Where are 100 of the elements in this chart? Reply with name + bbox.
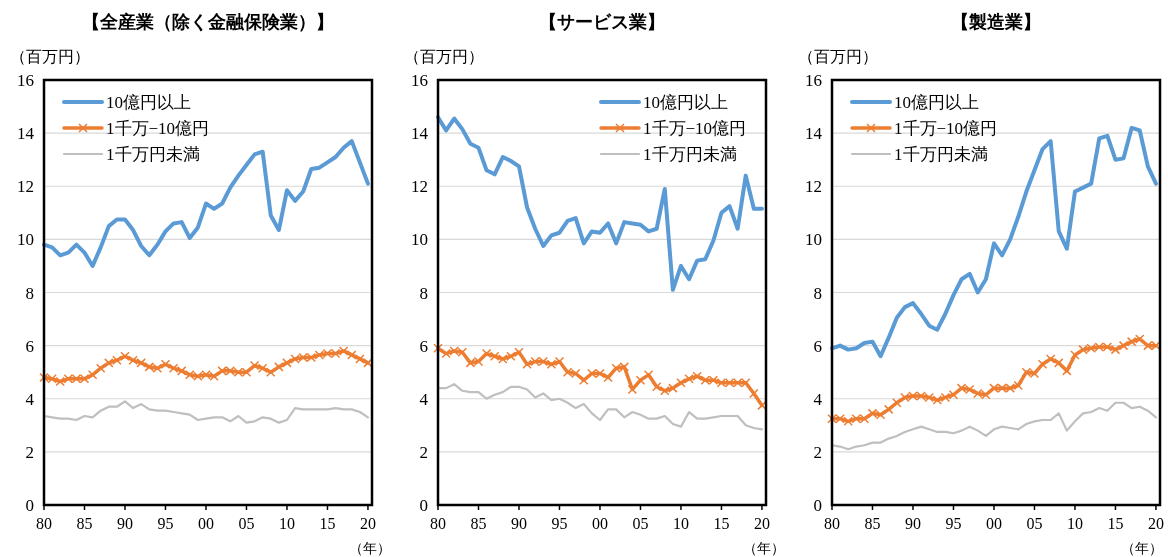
point	[1118, 340, 1129, 351]
line-series	[436, 115, 764, 292]
legend-label: 1千万−10億円	[643, 119, 747, 138]
point	[1062, 366, 1072, 376]
x-tick-label: 00	[591, 515, 608, 532]
point	[603, 372, 613, 383]
point	[355, 354, 365, 364]
x-tick-label: 00	[985, 515, 1002, 532]
legend-label: 1千万円未満	[106, 145, 200, 164]
y-tick-label: 8	[419, 283, 428, 303]
x-tick-label: 20	[753, 515, 770, 532]
y-tick-label: 0	[813, 496, 822, 515]
x-tick-label: 00	[197, 515, 214, 532]
y-tick-label: 10	[805, 230, 822, 250]
y-tick-label: 12	[17, 177, 34, 197]
x-tick-label: 85	[470, 515, 487, 532]
y-tick-label: 6	[25, 336, 34, 356]
x-tick-label: 10	[672, 515, 689, 532]
x-tick-label: 95	[945, 515, 962, 532]
x-tick-label: 15	[713, 515, 730, 532]
legend-label: 10億円以上	[643, 93, 728, 112]
y-axis-title: （百万円）	[798, 48, 878, 65]
y-tick-label: 6	[813, 336, 822, 356]
x-tick-label: 80	[824, 515, 840, 532]
point	[1045, 354, 1056, 364]
x-tick-label: 05	[1026, 515, 1043, 532]
y-tick-label: 0	[419, 496, 428, 515]
point	[514, 347, 524, 358]
point	[1037, 359, 1048, 369]
x-tick-label: 15	[1107, 515, 1124, 532]
y-tick-label: 4	[25, 389, 35, 409]
point	[87, 370, 98, 380]
y-tick-label: 4	[419, 389, 429, 409]
point	[433, 343, 443, 354]
legend-label: 1千万円未満	[894, 145, 988, 164]
point	[1070, 350, 1080, 360]
legend-label: 1千万−10億円	[106, 119, 210, 138]
x-tick-label: 10	[1066, 515, 1083, 532]
point	[1054, 358, 1064, 368]
y-tick-label: 8	[25, 283, 34, 303]
point	[676, 378, 686, 388]
x-tick-label: 15	[319, 515, 336, 532]
y-tick-label: 16	[411, 71, 428, 90]
line-series	[42, 139, 370, 268]
point	[643, 370, 654, 380]
y-tick-label: 10	[17, 230, 34, 250]
x-tick-label: 90	[116, 515, 133, 532]
y-tick-label: 2	[813, 442, 822, 462]
legend-label: 10億円以上	[106, 93, 191, 112]
x-axis-title: （年）	[743, 541, 785, 556]
chart-title: 【サービス業】	[539, 12, 665, 32]
y-tick-label: 4	[813, 389, 823, 409]
line-series	[436, 383, 764, 431]
x-axis-title: （年）	[349, 541, 391, 556]
point	[160, 359, 171, 369]
y-tick-label: 14	[805, 124, 823, 144]
x-tick-label: 90	[904, 515, 921, 532]
x-tick-label: 85	[76, 515, 93, 532]
y-tick-label: 10	[411, 230, 428, 250]
x-tick-label: 95	[157, 515, 174, 532]
y-tick-label: 12	[411, 177, 428, 197]
y-axis-title: （百万円）	[404, 48, 484, 65]
y-tick-label: 14	[411, 124, 429, 144]
point	[883, 404, 894, 415]
legend-label: 1千万円未満	[643, 145, 737, 164]
y-axis-title: （百万円）	[10, 48, 90, 65]
legend-label: 1千万−10億円	[894, 119, 998, 138]
chart-title: 【全産業（除く金融保険業）】	[82, 12, 334, 32]
y-tick-label: 16	[17, 71, 34, 90]
line-series	[830, 401, 1158, 451]
x-tick-label: 85	[864, 515, 881, 532]
point	[266, 367, 276, 377]
y-tick-label: 6	[419, 336, 428, 356]
point	[282, 358, 292, 368]
x-tick-label: 90	[510, 515, 527, 532]
y-tick-label: 16	[805, 71, 822, 90]
x-tick-label: 10	[278, 515, 295, 532]
x-tick-label: 05	[632, 515, 649, 532]
legend-label: 10億円以上	[894, 93, 979, 112]
point	[95, 363, 106, 373]
chart-title: 【製造業】	[951, 12, 1041, 32]
point	[627, 384, 638, 395]
y-tick-label: 8	[813, 283, 822, 303]
x-tick-label: 95	[551, 515, 568, 532]
y-tick-label: 2	[419, 442, 428, 462]
x-tick-label: 20	[1147, 515, 1164, 532]
point	[274, 362, 284, 372]
point	[651, 382, 662, 392]
x-tick-label: 80	[430, 515, 446, 532]
x-tick-label: 05	[238, 515, 255, 532]
point	[120, 351, 130, 361]
y-tick-label: 12	[805, 177, 822, 197]
x-axis-title: （年）	[1121, 541, 1163, 556]
x-tick-label: 80	[36, 515, 52, 532]
x-tick-label: 20	[359, 515, 376, 532]
point	[749, 388, 759, 399]
y-tick-label: 2	[25, 442, 34, 462]
y-tick-label: 0	[25, 496, 34, 515]
point	[347, 350, 357, 360]
line-series	[42, 400, 370, 424]
